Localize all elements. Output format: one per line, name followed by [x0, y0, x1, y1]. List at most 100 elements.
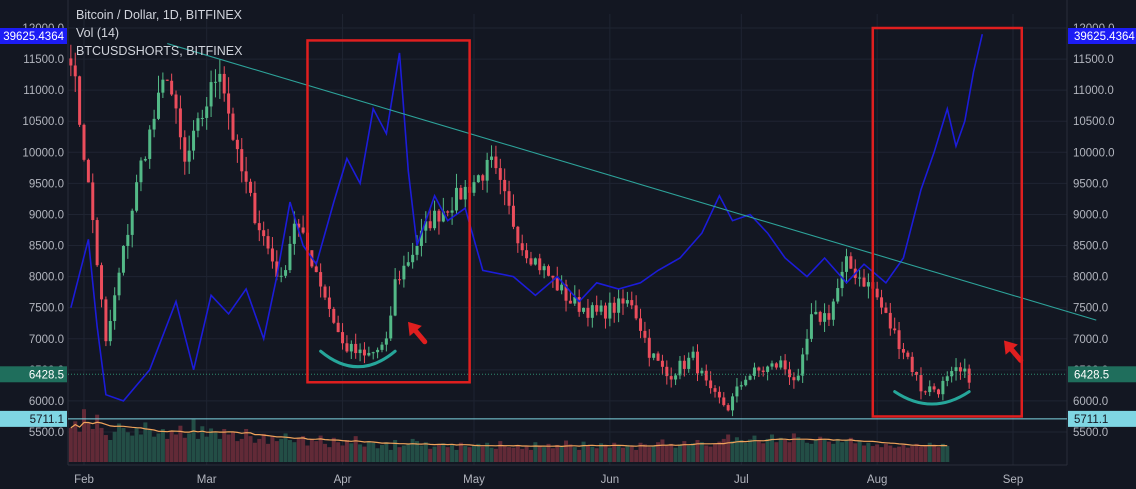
candle: [788, 361, 792, 385]
volume-bar: [734, 437, 739, 462]
candle: [459, 184, 463, 200]
candle: [805, 329, 809, 361]
candle: [590, 302, 594, 328]
candle-body: [674, 375, 678, 380]
volume-bar: [607, 447, 612, 462]
volume-bar: [467, 447, 472, 462]
candle: [419, 218, 423, 257]
candle-body: [336, 322, 340, 333]
candle-body: [941, 380, 945, 395]
volume-bar: [244, 429, 249, 462]
candle: [941, 376, 945, 401]
symbol-title[interactable]: Bitcoin / Dollar, 1D, BITFINEX: [76, 8, 243, 22]
volume-bar: [927, 442, 932, 462]
candle-body: [757, 367, 761, 371]
volume-bar: [577, 449, 582, 462]
candle-body: [814, 311, 818, 315]
volume-bar: [739, 440, 744, 462]
candle: [582, 307, 586, 314]
volume-bar: [870, 446, 875, 462]
candle-body: [678, 360, 682, 376]
candle: [836, 278, 840, 304]
candle-body: [463, 186, 467, 200]
volume-bar: [305, 445, 310, 462]
y-tick-label-left: 7000.0: [29, 334, 64, 346]
volume-bar: [520, 448, 525, 462]
x-tick-label: Jul: [734, 474, 749, 486]
candle: [135, 174, 139, 213]
y-tick-label-right: 5500.0: [1073, 427, 1108, 439]
support-tag-left-text: 5711.1: [30, 414, 64, 426]
volume-bar: [143, 422, 148, 462]
candle-body: [761, 370, 765, 372]
candle: [209, 70, 213, 118]
volume-bar: [914, 443, 919, 462]
volume-bar: [590, 446, 595, 462]
candle: [327, 286, 331, 318]
volume-bar: [835, 438, 840, 462]
candle: [161, 72, 165, 99]
descending-trendline: [167, 43, 1097, 321]
candle-body: [520, 243, 524, 251]
volume-bar: [796, 437, 801, 462]
y-tick-label-right: 11500.0: [1073, 54, 1114, 66]
candle: [643, 321, 647, 343]
candle: [297, 219, 301, 237]
volume-bar: [555, 444, 560, 462]
volume-bar: [857, 441, 862, 462]
candle-body: [143, 158, 147, 161]
volume-bar: [195, 438, 200, 462]
candle-body: [783, 360, 787, 370]
candle-body: [665, 366, 669, 377]
volume-bar: [756, 441, 761, 462]
candle-body: [836, 288, 840, 302]
candle-body: [485, 159, 489, 181]
y-tick-label-right: 10500.0: [1073, 116, 1115, 128]
candle: [380, 341, 384, 353]
candle: [472, 175, 476, 197]
overlay-symbol-label[interactable]: BTCUSDSHORTS, BITFINEX: [76, 44, 243, 58]
candle: [393, 268, 397, 317]
candle-body: [218, 73, 222, 82]
candle: [78, 75, 82, 128]
candle-body: [744, 379, 748, 386]
rounded-bottom-arc: [893, 390, 971, 406]
candle: [113, 287, 117, 330]
volume-bar: [257, 438, 262, 462]
volume-bar: [130, 435, 135, 462]
volume-bar: [533, 442, 538, 462]
candle: [529, 251, 533, 267]
volume-bar: [695, 440, 700, 462]
candle-body: [639, 318, 643, 331]
candle: [555, 266, 559, 291]
candle-body: [165, 79, 169, 81]
candle-body: [752, 367, 756, 376]
candle: [511, 194, 515, 230]
volume-bar: [620, 447, 625, 462]
y-tick-label-left: 8000.0: [29, 272, 64, 284]
candle-body: [542, 266, 546, 271]
candle: [612, 296, 616, 323]
y-tick-label-right: 7500.0: [1073, 303, 1108, 315]
candle-body: [450, 210, 454, 213]
candle: [722, 392, 726, 407]
candle-body: [424, 221, 428, 231]
volume-bar: [634, 449, 639, 462]
x-tick-label: Jun: [601, 474, 620, 486]
candle: [476, 174, 480, 183]
candle: [687, 352, 691, 373]
candle: [503, 168, 507, 206]
volume-bar: [331, 437, 336, 462]
candle: [568, 291, 572, 304]
candle-body: [945, 376, 949, 381]
volume-indicator-label[interactable]: Vol (14): [76, 26, 120, 40]
candle: [682, 355, 686, 377]
candle-body: [227, 93, 231, 114]
candle-body: [770, 363, 774, 367]
candle-body: [731, 396, 735, 411]
volume-bar: [805, 442, 810, 462]
candle-body: [498, 168, 502, 180]
volume-bar: [375, 448, 380, 462]
candle: [253, 181, 257, 225]
